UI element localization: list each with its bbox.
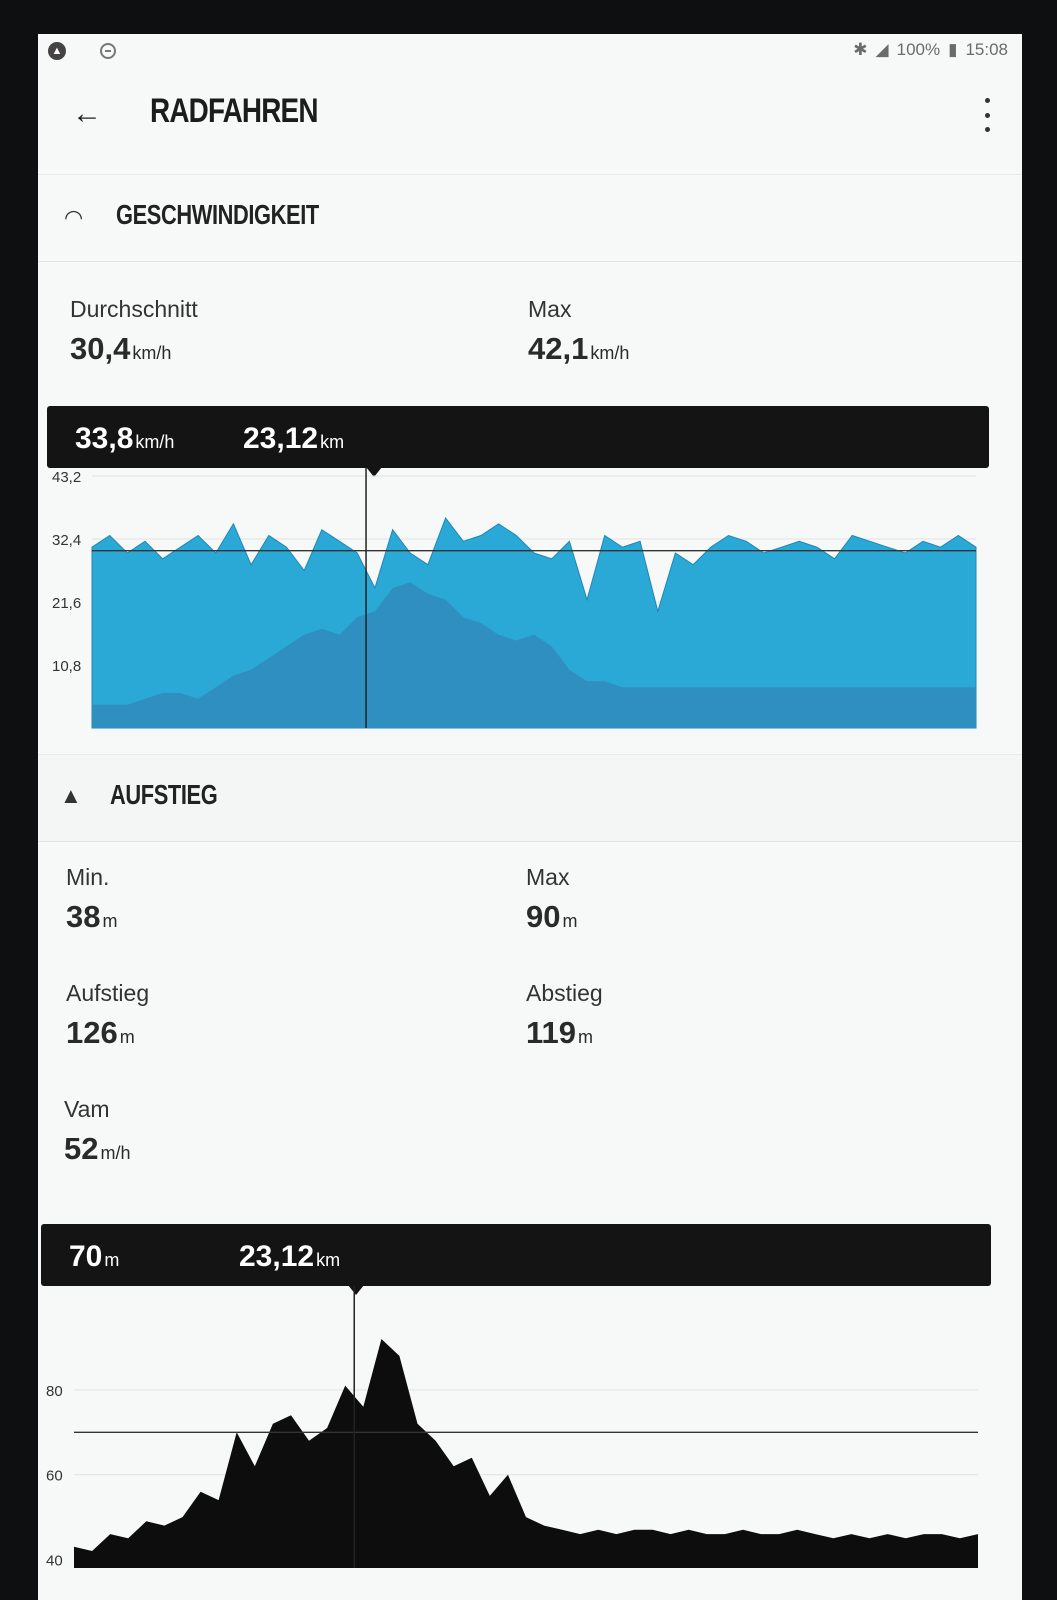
speed-readout-value: 33,8 xyxy=(75,422,134,455)
elevation-min-unit: m xyxy=(102,911,118,931)
speed-chart[interactable]: 43,2 32,4 21,6 10,8 xyxy=(38,468,1022,736)
speed-chart-y-tick-label: 32,4 xyxy=(52,532,81,549)
bluetooth-icon: ✱ xyxy=(853,40,868,59)
vam-unit: m/h xyxy=(100,1143,131,1163)
descent-total-value: 119 xyxy=(526,1015,577,1050)
speed-readout-distance-unit: km xyxy=(320,432,345,452)
descent-total-label: Abstieg xyxy=(526,980,603,1006)
speed-readout-bar: 33,8 km/h 23,12 km xyxy=(47,406,989,477)
speed-average-unit: km/h xyxy=(132,343,172,363)
speed-max-unit: km/h xyxy=(590,343,630,363)
speed-max-label: Max xyxy=(528,296,572,322)
speed-average-label: Durchschnitt xyxy=(70,296,198,322)
speed-chart-y-tick-label: 10,8 xyxy=(52,658,81,675)
speed-chart-elevation-underlay-area xyxy=(92,582,976,728)
battery-percent: 100% xyxy=(896,40,941,59)
elevation-max-stat: Max 90 m xyxy=(526,864,577,935)
elevation-chart[interactable]: 80 60 40 xyxy=(38,1286,1022,1596)
elevation-min-label: Min. xyxy=(66,864,110,890)
elevation-chart-y-tick-label: 60 xyxy=(46,1468,63,1485)
vam-value: 52 xyxy=(64,1131,99,1166)
elevation-min-value: 38 xyxy=(66,899,101,934)
speed-max-stat: Max 42,1 km/h xyxy=(528,296,629,367)
app-bar: ← RADFAHREN xyxy=(38,68,1022,174)
speed-chart-y-tick-label: 21,6 xyxy=(52,595,81,612)
elevation-max-value: 90 xyxy=(526,899,561,934)
signal-icon: ◢ xyxy=(875,40,889,59)
ascent-total-label: Aufstieg xyxy=(66,980,150,1006)
speed-average-stat: Durchschnitt 30,4 km/h xyxy=(70,296,198,367)
elevation-max-unit: m xyxy=(562,911,578,931)
ascent-section-header: ▲ AUFSTIEG xyxy=(38,754,1022,842)
elevation-chart-y-tick-label: 80 xyxy=(46,1383,63,1400)
app-screen: ▲ ✱ ◢ 100% ▮ 15:08 ← RADFAHREN ◠ GESCHWI… xyxy=(38,34,1022,1600)
speed-readout-distance: 23,12 xyxy=(243,422,319,455)
back-arrow-icon[interactable]: ← xyxy=(72,97,102,130)
vam-stat: Vam 52 m/h xyxy=(64,1096,131,1167)
elevation-chart-y-tick-label: 40 xyxy=(46,1553,63,1570)
ascent-total-stat: Aufstieg 126 m xyxy=(66,980,149,1051)
elevation-readout-distance-unit: km xyxy=(316,1250,341,1270)
elevation-max-label: Max xyxy=(526,864,570,890)
overflow-menu-icon[interactable] xyxy=(982,98,992,132)
elevation-readout-distance: 23,12 xyxy=(239,1240,315,1273)
elevation-min-stat: Min. 38 m xyxy=(66,864,117,935)
page-title: RADFAHREN xyxy=(150,92,318,130)
speed-readout-pointer xyxy=(366,467,382,477)
status-bar: ▲ ✱ ◢ 100% ▮ 15:08 xyxy=(38,34,1022,68)
speed-average-value: 30,4 xyxy=(70,331,131,366)
ascent-total-value: 126 xyxy=(66,1015,118,1050)
speedometer-icon: ◠ xyxy=(64,205,84,230)
elevation-readout-unit: m xyxy=(104,1250,120,1270)
mountain-triangle-icon: ▲ xyxy=(60,783,82,808)
elevation-chart-elevation-area xyxy=(74,1339,978,1568)
speed-max-value: 42,1 xyxy=(528,331,589,366)
speed-section-header: ◠ GESCHWINDIGKEIT xyxy=(38,174,1022,262)
speed-section-title: GESCHWINDIGKEIT xyxy=(116,199,319,230)
descent-total-stat: Abstieg 119 m xyxy=(526,980,603,1051)
speed-readout-unit: km/h xyxy=(135,432,175,452)
ascent-section-title: AUFSTIEG xyxy=(110,779,218,810)
speed-chart-y-tick-label: 43,2 xyxy=(52,469,81,486)
descent-total-unit: m xyxy=(578,1027,594,1047)
elevation-readout-bar: 70 m 23,12 km xyxy=(41,1224,991,1295)
app-notification-icon: ▲ xyxy=(48,42,66,60)
do-not-disturb-icon xyxy=(100,43,116,59)
clock: 15:08 xyxy=(965,40,1008,59)
battery-icon: ▮ xyxy=(948,40,958,59)
vam-label: Vam xyxy=(64,1096,110,1122)
elevation-readout-value: 70 xyxy=(69,1240,103,1273)
elevation-readout-pointer xyxy=(348,1285,364,1295)
ascent-total-unit: m xyxy=(119,1027,135,1047)
